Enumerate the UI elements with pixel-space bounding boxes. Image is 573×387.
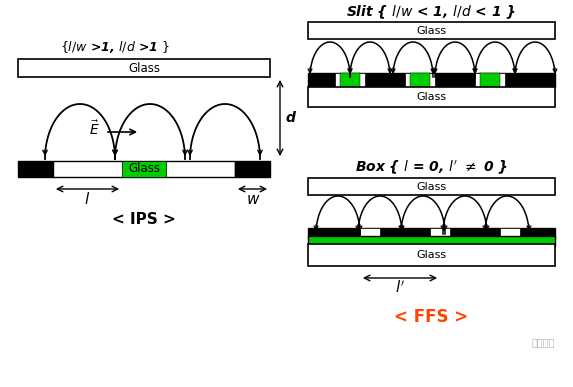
Bar [308, 244, 555, 266]
Text: < FFS >: < FFS > [394, 308, 469, 326]
Bar [308, 228, 555, 238]
Bar [410, 73, 430, 87]
Text: d: d [286, 111, 296, 125]
Bar [53, 161, 235, 177]
Text: Glass: Glass [417, 250, 446, 260]
Text: $l'$: $l'$ [395, 280, 405, 296]
Text: $\{l/w$ >1, $l/d$ >1 $\}$: $\{l/w$ >1, $l/d$ >1 $\}$ [60, 39, 170, 55]
Bar [308, 236, 555, 246]
Bar [308, 178, 555, 195]
Bar [360, 228, 380, 238]
Text: < IPS >: < IPS > [112, 212, 176, 226]
Bar [308, 73, 555, 87]
Bar [308, 22, 555, 39]
Bar [500, 228, 520, 238]
Bar [18, 161, 53, 177]
Bar [235, 161, 270, 177]
Bar [405, 73, 435, 87]
Bar [430, 228, 450, 238]
Text: Glass: Glass [417, 26, 446, 36]
Bar [122, 161, 166, 177]
Bar [480, 73, 500, 87]
Bar [18, 59, 270, 77]
Bar [335, 73, 365, 87]
Text: $l$: $l$ [84, 191, 91, 207]
Text: Box { $l$ = 0, $l'$ $\neq$ 0 }: Box { $l$ = 0, $l'$ $\neq$ 0 } [355, 158, 508, 176]
Bar [475, 73, 505, 87]
Text: Glass: Glass [417, 182, 446, 192]
Text: Slit { $l/w$ < 1, $l/d$ < 1 }: Slit { $l/w$ < 1, $l/d$ < 1 } [347, 3, 516, 21]
Bar [308, 87, 555, 107]
Text: $\vec{E}$: $\vec{E}$ [89, 120, 100, 138]
Text: Glass: Glass [128, 62, 160, 75]
Text: Glass: Glass [128, 163, 160, 175]
Bar [340, 73, 360, 87]
Text: 新浪众测: 新浪众测 [532, 337, 555, 347]
Text: Glass: Glass [417, 92, 446, 102]
Text: $w$: $w$ [246, 192, 260, 207]
